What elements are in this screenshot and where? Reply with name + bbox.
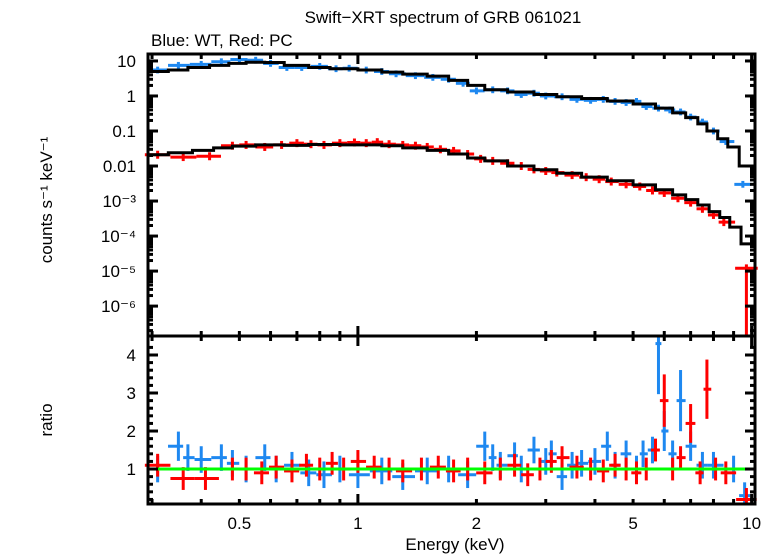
ratio-point-wt: [576, 450, 589, 477]
ratio-point-pc: [507, 453, 522, 477]
ratio-y-tick-label: 2: [127, 422, 136, 441]
ratio-point-wt: [696, 451, 708, 479]
x-axis-label: Energy (keV): [405, 535, 504, 554]
y-tick-label: 10⁻⁴: [101, 227, 136, 246]
ratio-point-pc: [170, 467, 195, 490]
data-point-pc: [170, 153, 197, 162]
x-tick-label: 10: [742, 514, 761, 533]
model-line-pc: [148, 143, 755, 246]
y-axis-label-ratio: ratio: [37, 403, 56, 436]
ratio-point-pc: [325, 451, 338, 475]
chart-subtitle: Blue: WT, Red: PC: [151, 31, 293, 50]
ratio-point-pc: [650, 438, 660, 462]
ratio-point-pc: [429, 455, 446, 479]
y-axis-label-spectrum: counts s⁻¹ keV⁻¹: [37, 136, 56, 263]
y-tick-label: 10⁻³: [102, 192, 136, 211]
data-point-pc: [718, 218, 736, 227]
ratio-point-pc: [685, 404, 696, 443]
spectrum-panel: [144, 56, 758, 336]
ratio-point-wt: [255, 444, 271, 471]
y-tick-label: 10⁻⁵: [101, 262, 136, 281]
axes: 0.5 1 2 5 10 10 1 0.1 0.01 10⁻³ 10⁻⁴ 10⁻⁵ 10⁻⁶ 1 2 3 4: [101, 52, 761, 533]
data-point-wt: [734, 180, 752, 188]
data-point-wt: [168, 61, 190, 69]
model-line-wt: [148, 60, 757, 244]
ratio-point-pc: [284, 459, 300, 483]
ratio-point-pc: [476, 461, 493, 485]
ratio-point-pc: [569, 455, 584, 479]
y-tick-label: 0.1: [112, 122, 136, 141]
ratio-point-pc: [676, 446, 686, 470]
ratio-y-tick-label: 3: [127, 384, 136, 403]
ratio-point-wt: [496, 451, 508, 479]
x-tick-label: 2: [472, 514, 481, 533]
ratio-point-pc: [253, 461, 269, 485]
ratio-point-pc: [720, 461, 737, 485]
data-point-pc: [196, 152, 221, 161]
ratio-point-pc: [703, 359, 712, 419]
ratio-point-pc: [556, 446, 570, 470]
ratio-point-wt: [639, 440, 648, 468]
ratio-point-wt: [488, 444, 497, 471]
ratio-point-wt: [527, 436, 540, 464]
ratio-point-pc: [609, 453, 621, 477]
ratio-point-wt: [211, 444, 227, 471]
ratio-point-wt: [476, 431, 489, 461]
x-tick-label: 5: [628, 514, 637, 533]
ratio-point-pc: [366, 455, 382, 479]
ratio-point-pc: [631, 461, 642, 485]
ratio-y-tick-label: 1: [127, 460, 136, 479]
ratio-point-pc: [659, 374, 669, 427]
ratio-point-wt: [414, 457, 438, 485]
ratio-point-pc: [596, 459, 610, 483]
x-tick-label: 1: [353, 514, 362, 533]
x-tick-label: 0.5: [228, 514, 252, 533]
ratio-point-wt: [676, 370, 686, 432]
data-point-wt: [469, 87, 485, 95]
y-tick-label: 10: [117, 52, 136, 71]
ratio-point-pc: [299, 453, 314, 477]
ratio-point-wt: [655, 336, 662, 395]
ratio-panel-frame: [146, 334, 757, 506]
y-tick-label: 0.01: [103, 157, 136, 176]
ratio-point-pc: [268, 455, 285, 479]
ratio-panel: [144, 336, 757, 504]
ratio-point-pc: [194, 467, 219, 490]
ratio-y-tick-label: 4: [127, 346, 136, 365]
ratio-point-wt: [168, 431, 184, 461]
y-tick-label: 1: [127, 87, 136, 106]
ratio-point-wt: [300, 459, 317, 487]
y-tick-label: 10⁻⁶: [101, 297, 136, 316]
ratio-point-wt: [567, 451, 577, 479]
chart-title: Swift−XRT spectrum of GRB 061021: [305, 8, 582, 27]
ratio-point-wt: [183, 444, 195, 471]
ratio-point-wt: [601, 431, 612, 461]
ratio-point-pc: [695, 461, 704, 485]
ratio-point-pc: [521, 463, 534, 487]
ratio-point-pc: [395, 459, 413, 483]
ratio-point-pc: [445, 459, 461, 483]
